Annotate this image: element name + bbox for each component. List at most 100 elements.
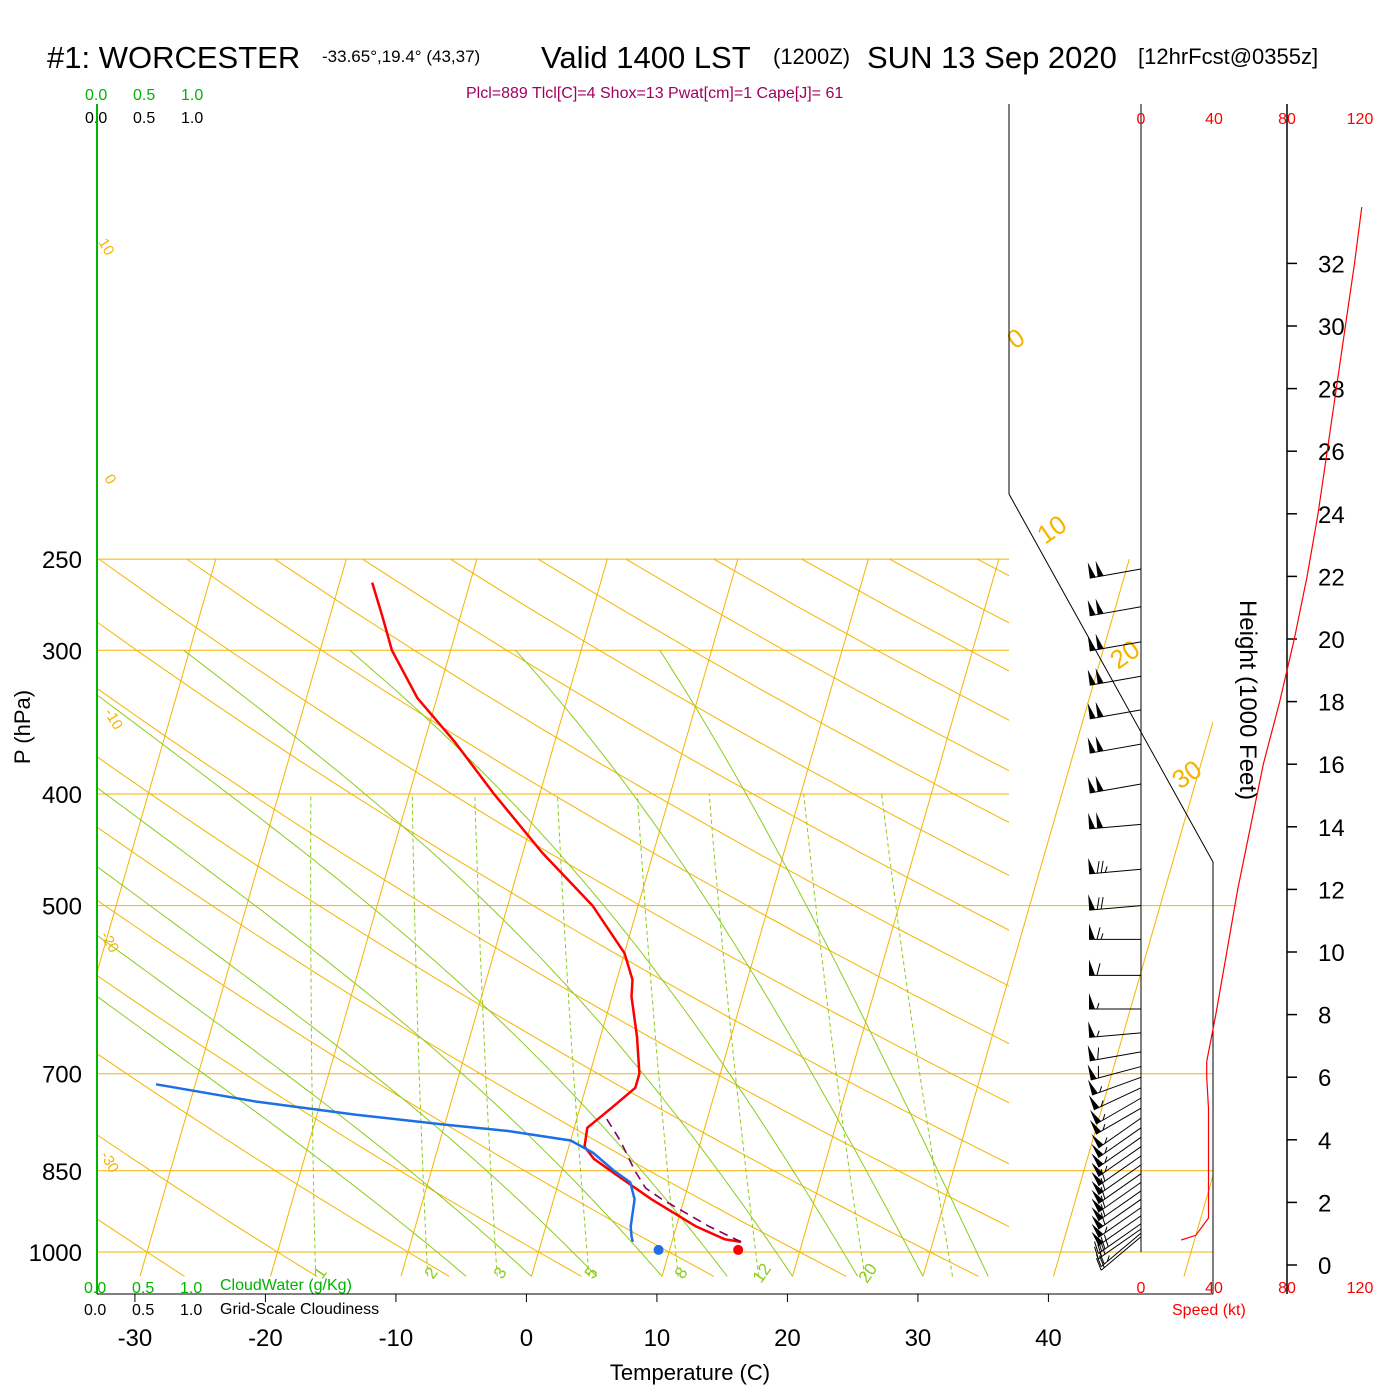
wind-barb-pennant bbox=[1087, 1064, 1097, 1081]
wind-barb-half-flag bbox=[1100, 933, 1104, 940]
surface-dewpoint-marker bbox=[653, 1244, 664, 1255]
wind-barb-pennant bbox=[1087, 669, 1096, 686]
wind-barb-pennant bbox=[1088, 1094, 1100, 1110]
wind-barb-pennant bbox=[1088, 812, 1096, 829]
wind-barb-flag bbox=[1100, 1204, 1106, 1217]
wind-speed-line bbox=[1181, 207, 1363, 1241]
wind-barb bbox=[1089, 959, 1141, 976]
height-tick-label: 12 bbox=[1318, 877, 1345, 904]
wind-barb-half-flag bbox=[1102, 1124, 1106, 1131]
wind-barb-staff bbox=[1098, 1117, 1142, 1149]
wind-barb bbox=[1089, 993, 1141, 1010]
chart-header: #1: WORCESTER -33.65°,19.4° (43,37) Vali… bbox=[47, 40, 1318, 102]
height-tick-label: 8 bbox=[1318, 1003, 1331, 1030]
wind-barb-flag bbox=[1096, 927, 1101, 940]
speed-tick-label-top: 0 bbox=[1137, 111, 1146, 128]
wind-barb-staff bbox=[1098, 1181, 1142, 1213]
wind-barb bbox=[1091, 1146, 1142, 1177]
wind-barb bbox=[1088, 857, 1142, 875]
wind-barb-pennant bbox=[1095, 701, 1104, 718]
wind-barb-flag bbox=[1099, 1251, 1105, 1265]
wind-barb bbox=[1091, 1173, 1142, 1204]
dry-adiabat-label: 0 bbox=[101, 472, 120, 488]
wind-barb-pennant bbox=[1091, 1153, 1104, 1168]
wind-barb-flag bbox=[1094, 1241, 1099, 1254]
mixing-ratio-label: 12 bbox=[749, 1260, 775, 1286]
height-tick-label: 18 bbox=[1318, 690, 1345, 717]
moist-adiabat-label: 20 bbox=[1104, 634, 1145, 675]
wind-barb bbox=[1088, 812, 1142, 830]
moist-adiabat-lines bbox=[97, 649, 989, 1277]
dry-adiabat-line bbox=[97, 974, 582, 1277]
moist-adiabat-line bbox=[183, 649, 793, 1277]
wind-barb-pennant bbox=[1089, 1109, 1102, 1125]
wind-barb-pennant bbox=[1087, 1045, 1096, 1061]
dry-adiabat-line bbox=[97, 899, 715, 1277]
wind-barb-pennant bbox=[1091, 1231, 1104, 1246]
wind-barb-pennant bbox=[1091, 1171, 1104, 1186]
wind-barb bbox=[1087, 668, 1142, 686]
x-tick-label: 40 bbox=[1035, 1325, 1062, 1352]
mixing-ratio-line bbox=[310, 794, 317, 1277]
wind-barb-pennant bbox=[1091, 1189, 1104, 1204]
plot-right-boundary bbox=[1008, 104, 1214, 1294]
wind-barb bbox=[1088, 894, 1142, 911]
height-tick-label: 24 bbox=[1318, 502, 1345, 529]
wind-barb-pennant bbox=[1091, 1215, 1104, 1230]
isotherm-line bbox=[922, 559, 1130, 1277]
bottom-cloudiness-tick: 0.5 bbox=[132, 1302, 154, 1319]
bottom-cloudiness-scale: 0.0 0.5 1.0 Grid-Scale Cloudiness bbox=[84, 1301, 379, 1319]
station-coords: -33.65°,19.4° (43,37) bbox=[322, 47, 480, 66]
height-tick-label: 28 bbox=[1318, 377, 1345, 404]
wind-barb-pennant bbox=[1091, 1223, 1104, 1238]
wind-barb bbox=[1087, 1064, 1142, 1081]
wind-barb-half-flag bbox=[1104, 1156, 1108, 1163]
moist-adiabat-line bbox=[97, 694, 728, 1277]
wind-barb-pennant bbox=[1091, 1143, 1104, 1158]
wind-barb-pennant bbox=[1091, 1198, 1104, 1213]
dry-adiabat-line bbox=[450, 558, 1009, 877]
wind-barb-pennant bbox=[1088, 894, 1096, 911]
top-cloudiness-tick: 1.0 bbox=[181, 110, 203, 127]
wind-barb-half-flag bbox=[1104, 1165, 1108, 1173]
speed-tick-label-top: 80 bbox=[1278, 111, 1296, 128]
dry-adiabat-line bbox=[713, 558, 1009, 721]
height-tick-label: 6 bbox=[1318, 1065, 1331, 1092]
wind-barb-half-flag bbox=[1104, 1226, 1108, 1233]
wind-barb-staff bbox=[1089, 905, 1142, 911]
wind-barb-flag bbox=[1100, 1212, 1106, 1225]
wind-barb-staff bbox=[1090, 1066, 1142, 1081]
wind-barb-pennant bbox=[1096, 812, 1104, 829]
mixing-ratio-line bbox=[881, 794, 953, 1277]
wind-barb-pennant bbox=[1091, 1206, 1104, 1221]
wind-barb-staff bbox=[1089, 783, 1142, 794]
wind-barb-flag bbox=[1097, 1239, 1103, 1252]
dry-adiabat-line bbox=[1153, 559, 1400, 1276]
cloudwater-label: CloudWater (g/Kg) bbox=[220, 1277, 352, 1294]
wind-barb bbox=[1087, 735, 1142, 754]
wind-barb-pennant bbox=[1091, 1134, 1104, 1148]
top-cloudwater-tick: 0.0 bbox=[85, 87, 107, 104]
temperature-axis: -30 -20 -10 0 10 20 30 40 bbox=[118, 1294, 1062, 1352]
dry-adiabat-line bbox=[97, 621, 1009, 1165]
wind-barb-flag bbox=[1097, 1047, 1100, 1060]
wind-barb-pennant bbox=[1088, 1079, 1098, 1096]
isotherm-line bbox=[792, 559, 1000, 1277]
wind-barb-pennant bbox=[1087, 703, 1096, 719]
wind-barb-pennant bbox=[1095, 633, 1104, 650]
wind-barb-flag bbox=[1096, 897, 1100, 910]
pressure-axis: 250 300 400 500 700 850 1000 bbox=[29, 547, 82, 1267]
top-cloudwater-tick: 1.0 bbox=[181, 87, 203, 104]
forecast-run: [12hrFcst@0355z] bbox=[1138, 44, 1318, 69]
wind-barb bbox=[1091, 1164, 1142, 1196]
wind-barb-half-flag bbox=[1096, 1002, 1100, 1010]
wind-barb-pennant bbox=[1089, 959, 1095, 976]
wind-barb-flag bbox=[1100, 1195, 1106, 1208]
wind-barb-flag bbox=[1100, 860, 1104, 873]
dry-adiabat-line bbox=[801, 558, 1009, 672]
dry-adiabat-label: -10 bbox=[101, 706, 127, 733]
wind-barb-flag bbox=[1100, 1236, 1106, 1250]
dry-adiabat-line bbox=[97, 1218, 185, 1277]
